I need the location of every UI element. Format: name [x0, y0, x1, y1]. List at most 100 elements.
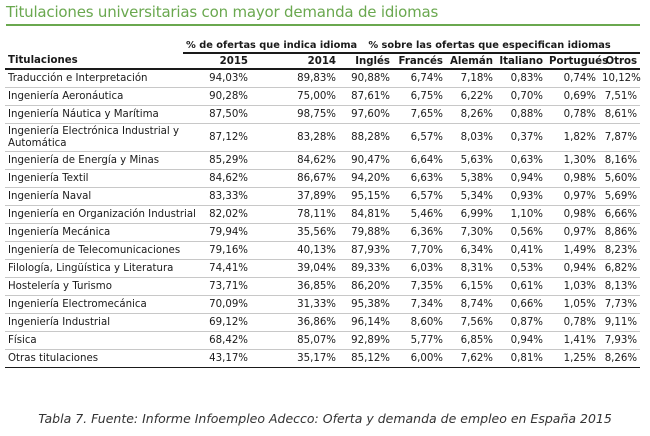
row-value: 89,83% [251, 69, 339, 88]
row-value: 5,69% [599, 187, 641, 206]
row-value: 95,38% [339, 295, 393, 314]
row-value: 0,74% [546, 69, 599, 88]
row-value: 7,70% [393, 241, 446, 260]
row-value: 6,63% [393, 169, 446, 188]
table-row: Ingeniería Electrónica Industrial y Auto… [5, 123, 641, 152]
row-value: 79,88% [339, 223, 393, 242]
row-value: 6,03% [393, 259, 446, 278]
row-value: 7,56% [446, 313, 496, 332]
row-name: Ingeniería Mecánica [5, 223, 183, 242]
row-name: Ingeniería en Organización Industrial [5, 205, 196, 224]
row-value: 5,34% [446, 187, 496, 206]
row-value: 7,34% [393, 295, 446, 314]
row-value: 0,78% [546, 105, 599, 124]
row-name: Ingeniería Náutica y Marítima [5, 105, 183, 124]
row-value: 87,61% [339, 87, 393, 106]
row-value: 84,62% [251, 151, 339, 170]
row-value: 0,78% [546, 313, 599, 332]
group-header-blank [5, 38, 183, 53]
row-value: 0,61% [496, 277, 546, 296]
table-row: Otras titulaciones 43,17% 35,17% 85,12% 6,00… [5, 349, 641, 368]
column-header-aleman: Alemán [446, 53, 496, 70]
row-value: 9,11% [599, 313, 641, 332]
row-value: 0,94% [496, 331, 546, 350]
row-name: Otras titulaciones [5, 349, 183, 368]
row-value: 0,88% [496, 105, 546, 124]
row-value: 1,49% [546, 241, 599, 260]
table-row: Ingeniería de Telecomunicaciones 79,16% 40… [5, 241, 641, 260]
row-value: 6,57% [393, 187, 446, 206]
row-value: 0,41% [496, 241, 546, 260]
table-row: Ingeniería de Energía y Minas 85,29% 84,62… [5, 151, 641, 170]
row-value: 68,42% [183, 331, 251, 350]
row-value: 79,16% [183, 241, 251, 260]
table-row: Ingeniería en Organización Industrial 82,… [5, 205, 641, 224]
row-value: 7,35% [393, 277, 446, 296]
table-title: Titulaciones universitarias con mayor de… [6, 3, 439, 21]
row-value: 6,36% [393, 223, 446, 242]
row-value: 0,93% [496, 187, 546, 206]
row-value: 90,88% [339, 69, 393, 88]
row-value: 40,13% [251, 241, 339, 260]
row-value: 6,74% [393, 69, 446, 88]
row-value: 83,33% [183, 187, 251, 206]
row-name: Ingeniería Industrial [5, 313, 183, 332]
row-name: Ingeniería Textil [5, 169, 183, 188]
row-value: 84,81% [339, 205, 393, 224]
row-value: 1,25% [546, 349, 599, 368]
row-value: 0,66% [496, 295, 546, 314]
row-value: 96,14% [339, 313, 393, 332]
column-header-italiano: Italiano [496, 53, 546, 70]
row-value: 0,69% [546, 87, 599, 106]
row-value: 0,98% [546, 205, 599, 224]
table-row: Filología, Lingüística y Literatura 74,41… [5, 259, 641, 278]
row-value: 70,09% [183, 295, 251, 314]
row-value: 94,03% [183, 69, 251, 88]
row-value: 36,86% [251, 313, 339, 332]
row-value: 90,47% [339, 151, 393, 170]
row-value: 8,26% [599, 349, 641, 368]
row-value: 0,81% [496, 349, 546, 368]
row-value: 7,87% [599, 123, 641, 152]
row-name: Traducción e Interpretación [5, 69, 183, 88]
row-name: Hostelería y Turismo [5, 277, 183, 296]
row-value: 7,73% [599, 295, 641, 314]
column-header-2014: 2014 [251, 53, 339, 70]
row-value: 0,83% [496, 69, 546, 88]
row-value: 6,82% [599, 259, 641, 278]
title-rule [6, 24, 640, 26]
table-caption: Tabla 7. Fuente: Informe Infoempleo Adec… [38, 411, 612, 426]
row-value: 6,34% [446, 241, 496, 260]
row-value: 10,12% [599, 69, 641, 88]
row-value: 73,71% [183, 277, 251, 296]
row-value: 85,29% [183, 151, 251, 170]
row-value: 35,17% [251, 349, 339, 368]
row-value: 6,22% [446, 87, 496, 106]
row-value: 0,53% [496, 259, 546, 278]
table-row: Ingeniería Electromecánica 70,09% 31,33% 95… [5, 295, 641, 314]
table-row: Ingeniería Aeronáutica 90,28% 75,00% 87,61%… [5, 87, 641, 106]
data-table: % de ofertas que indica idioma % sobre l… [5, 38, 641, 368]
column-header-otros: Otros [599, 53, 641, 70]
row-value: 1,82% [546, 123, 599, 152]
row-value: 7,18% [446, 69, 496, 88]
row-value: 78,11% [251, 205, 339, 224]
row-value: 79,94% [183, 223, 251, 242]
row-value: 7,30% [446, 223, 496, 242]
row-name: Ingeniería de Telecomunicaciones [5, 241, 183, 260]
row-value: 87,50% [183, 105, 251, 124]
table-row: Traducción e Interpretación 94,03% 89,83% 9… [5, 69, 641, 88]
row-value: 1,05% [546, 295, 599, 314]
row-value: 88,28% [339, 123, 393, 152]
row-value: 98,75% [251, 105, 339, 124]
table-row: Ingeniería Náutica y Marítima 87,50% 98,75… [5, 105, 641, 124]
row-value: 8,86% [599, 223, 641, 242]
row-value: 8,31% [446, 259, 496, 278]
row-value: 8,13% [599, 277, 641, 296]
row-value: 37,89% [251, 187, 339, 206]
row-value: 5,46% [393, 205, 446, 224]
row-value: 7,93% [599, 331, 641, 350]
row-value: 39,04% [251, 259, 339, 278]
row-value: 0,63% [496, 151, 546, 170]
column-header-portugues: Portugués [546, 53, 608, 70]
